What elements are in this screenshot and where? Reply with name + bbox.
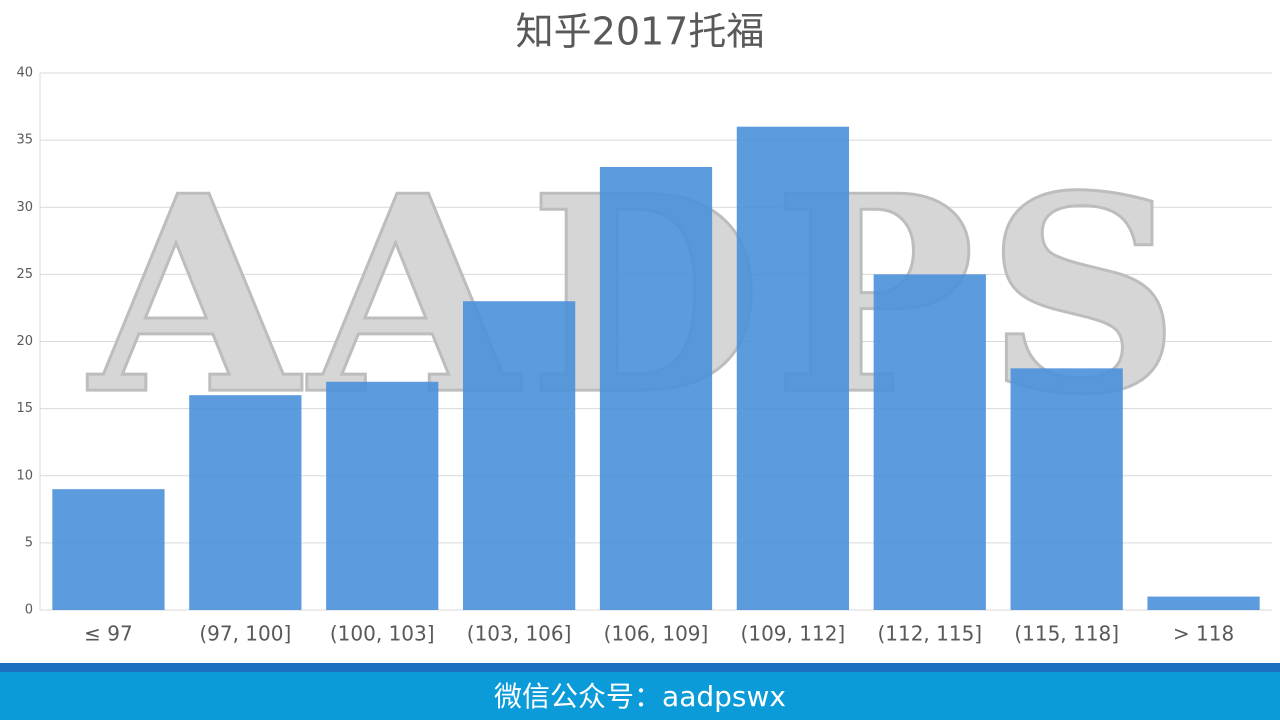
- bar: [736, 126, 850, 610]
- x-tick-label: (97, 100]: [199, 622, 291, 646]
- x-tick-label: (103, 106]: [467, 622, 572, 646]
- x-tick-label: (106, 109]: [604, 622, 709, 646]
- footer-strip: [0, 663, 1280, 672]
- y-tick-label: 40: [16, 66, 33, 81]
- bar: [52, 489, 165, 610]
- chart-title: 知乎2017托福: [516, 10, 765, 54]
- y-tick-label: 25: [16, 267, 33, 282]
- bar: [1147, 596, 1260, 610]
- y-tick-label: 10: [16, 468, 33, 483]
- bar: [189, 395, 302, 610]
- bar: [599, 166, 713, 610]
- x-tick-label: (100, 103]: [330, 622, 435, 646]
- bar: [1010, 368, 1123, 610]
- x-tick-label: (109, 112]: [741, 622, 846, 646]
- bar: [873, 274, 986, 610]
- y-tick-label: 20: [16, 334, 33, 349]
- x-tick-label: (115, 118]: [1014, 622, 1119, 646]
- y-tick-label: 5: [25, 535, 33, 550]
- x-tick-label: (112, 115]: [877, 622, 982, 646]
- x-tick-label: ≤ 97: [84, 622, 133, 646]
- y-tick-label: 30: [16, 200, 33, 215]
- footer-band: [0, 663, 1280, 720]
- footer-text: 微信公众号：aadpswx: [494, 680, 786, 713]
- bar: [326, 381, 439, 610]
- y-tick-label: 0: [25, 603, 33, 618]
- x-tick-label: > 118: [1173, 622, 1234, 646]
- y-tick-label: 15: [16, 401, 33, 416]
- y-tick-label: 35: [16, 133, 33, 148]
- bar: [462, 301, 576, 610]
